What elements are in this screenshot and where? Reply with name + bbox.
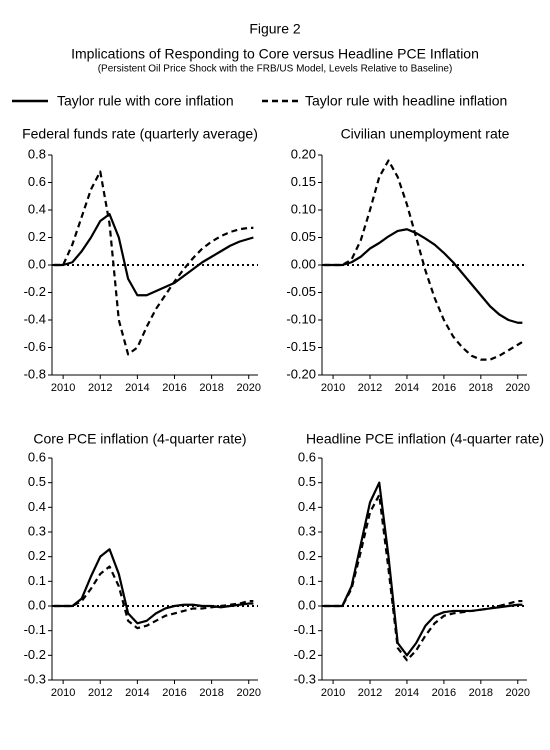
x-tick-label: 2020 — [236, 382, 260, 394]
series-line — [53, 565, 254, 630]
legend-label: Taylor rule with core inflation — [57, 93, 234, 109]
y-tick-label: -0.20 — [286, 366, 316, 381]
x-tick-label: 2020 — [506, 687, 530, 699]
x-tick-label: 2020 — [236, 687, 260, 699]
y-tick-label: -0.1 — [294, 622, 316, 637]
series-line — [323, 228, 523, 324]
y-tick-label: -0.1 — [24, 622, 46, 637]
y-tick-label: -0.10 — [286, 311, 316, 326]
x-tick-label: 2012 — [358, 382, 382, 394]
x-tick-label: 2016 — [432, 687, 456, 699]
x-tick-label: 2010 — [321, 382, 345, 394]
y-tick-label: -0.2 — [294, 647, 316, 662]
y-tick-label: 0.3 — [298, 523, 316, 538]
y-tick-label: 0.10 — [291, 201, 316, 216]
figure-label: Figure 2 — [249, 21, 301, 37]
y-tick-label: 0.0 — [28, 256, 46, 271]
x-tick-label: 2016 — [432, 382, 456, 394]
series-line — [53, 548, 254, 625]
chart-title: Civilian unemployment rate — [341, 126, 510, 142]
x-tick-label: 2010 — [51, 382, 75, 394]
x-tick-label: 2018 — [199, 687, 223, 699]
x-tick-label: 2010 — [321, 687, 345, 699]
y-tick-label: -0.6 — [24, 339, 46, 354]
series-line — [53, 170, 254, 356]
y-tick-label: 0.05 — [291, 229, 316, 244]
y-tick-label: -0.2 — [24, 284, 46, 299]
y-tick-label: 0.20 — [291, 146, 316, 161]
x-tick-label: 2010 — [51, 687, 75, 699]
y-tick-label: 0.2 — [298, 548, 316, 563]
chart-title: Core PCE inflation (4-quarter rate) — [33, 431, 246, 447]
series-line — [323, 493, 523, 662]
chart-title: Headline PCE inflation (4-quarter rate) — [306, 431, 544, 447]
y-tick-label: 0.8 — [28, 146, 46, 161]
y-tick-label: 0.6 — [28, 449, 46, 464]
x-tick-label: 2014 — [125, 382, 149, 394]
y-tick-label: 0.15 — [291, 174, 316, 189]
y-tick-label: -0.4 — [24, 311, 46, 326]
figure-subtitle: (Persistent Oil Price Shock with the FRB… — [98, 64, 453, 75]
x-tick-label: 2012 — [88, 382, 112, 394]
x-tick-label: 2018 — [469, 687, 493, 699]
x-tick-label: 2014 — [395, 687, 419, 699]
y-tick-label: -0.15 — [286, 339, 316, 354]
y-tick-label: -0.2 — [24, 647, 46, 662]
y-tick-label: 0.2 — [28, 548, 46, 563]
figure-title: Implications of Responding to Core versu… — [71, 46, 479, 62]
y-tick-label: 0.4 — [28, 201, 46, 216]
y-tick-label: 0.2 — [28, 229, 46, 244]
x-tick-label: 2014 — [125, 687, 149, 699]
series-line — [323, 159, 523, 361]
x-tick-label: 2018 — [469, 382, 493, 394]
y-tick-label: 0.6 — [28, 174, 46, 189]
series-line — [53, 213, 254, 297]
y-tick-label: 0.1 — [298, 573, 316, 588]
x-tick-label: 2014 — [395, 382, 419, 394]
x-tick-label: 2018 — [199, 382, 223, 394]
y-tick-label: -0.8 — [24, 366, 46, 381]
x-tick-label: 2016 — [162, 382, 186, 394]
y-tick-label: 0.0 — [28, 597, 46, 612]
y-tick-label: 0.3 — [28, 523, 46, 538]
y-tick-label: 0.6 — [298, 449, 316, 464]
y-tick-label: -0.3 — [24, 671, 46, 686]
chart-title: Federal funds rate (quarterly average) — [22, 126, 258, 142]
legend-label: Taylor rule with headline inflation — [305, 93, 507, 109]
y-tick-label: 0.5 — [298, 474, 316, 489]
x-tick-label: 2012 — [358, 687, 382, 699]
x-tick-label: 2016 — [162, 687, 186, 699]
y-tick-label: -0.05 — [286, 284, 316, 299]
y-tick-label: 0.5 — [28, 474, 46, 489]
y-tick-label: 0.0 — [298, 597, 316, 612]
x-tick-label: 2012 — [88, 687, 112, 699]
y-tick-label: 0.4 — [298, 499, 316, 514]
y-tick-label: 0.00 — [291, 256, 316, 271]
y-tick-label: 0.1 — [28, 573, 46, 588]
y-tick-label: 0.4 — [28, 499, 46, 514]
x-tick-label: 2020 — [506, 382, 530, 394]
y-tick-label: -0.3 — [294, 671, 316, 686]
